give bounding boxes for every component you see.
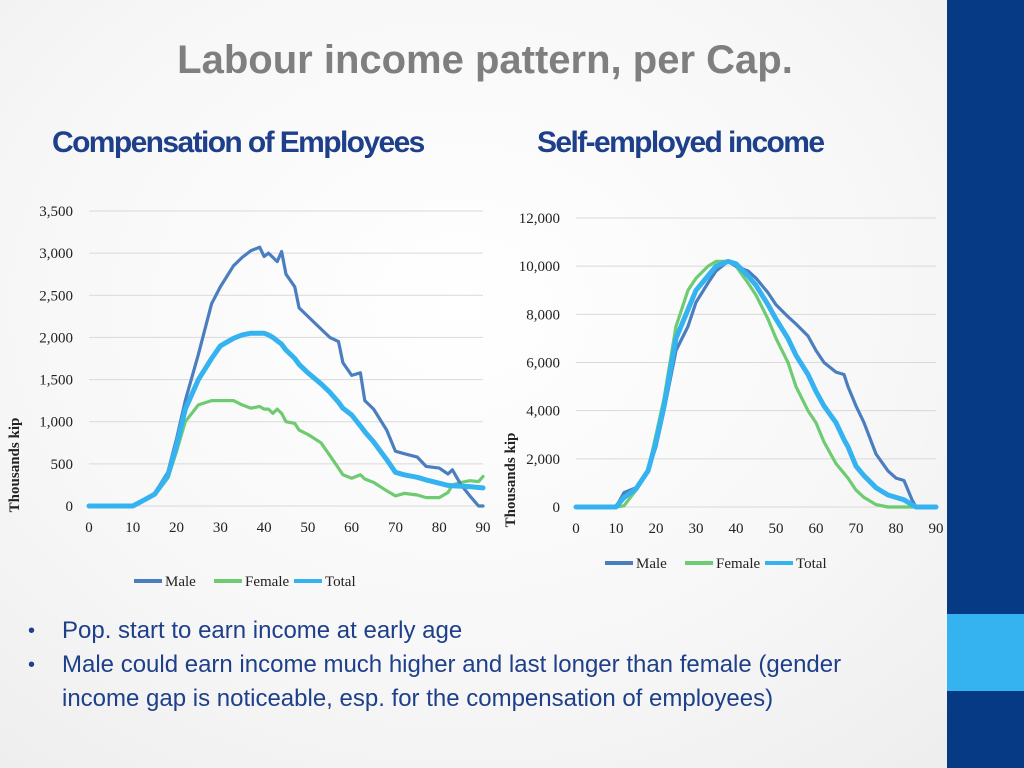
legend-label-female: Female bbox=[716, 556, 760, 572]
x-tick-label: 60 bbox=[809, 521, 824, 537]
y-tick-label: 12,000 bbox=[519, 211, 560, 227]
bullet-item: • Male could earn income much higher and … bbox=[28, 648, 908, 716]
series-line-total bbox=[573, 258, 939, 510]
legend-label-male: Male bbox=[636, 556, 667, 572]
bullet-text: Male could earn income much higher and l… bbox=[62, 651, 842, 712]
y-tick-label: 2,000 bbox=[39, 330, 73, 346]
y-tick-label: 4,000 bbox=[526, 404, 560, 420]
y-tick-label: 2,500 bbox=[39, 288, 73, 304]
bullet-dot-icon: • bbox=[28, 654, 36, 676]
x-tick-label: 0 bbox=[572, 521, 580, 537]
series-line-female bbox=[574, 259, 938, 509]
x-tick-label: 50 bbox=[769, 521, 784, 537]
legend-label-male: Male bbox=[165, 574, 196, 590]
x-tick-label: 40 bbox=[729, 521, 744, 537]
y-tick-label: 1,500 bbox=[39, 373, 73, 389]
x-tick-label: 90 bbox=[929, 521, 944, 537]
x-tick-label: 40 bbox=[257, 520, 272, 536]
chart-heading-compensation: Compensation of Employees bbox=[52, 126, 425, 159]
y-tick-label: 1,000 bbox=[39, 415, 73, 431]
y-tick-label: 500 bbox=[51, 457, 74, 473]
x-tick-label: 30 bbox=[213, 520, 228, 536]
x-tick-label: 70 bbox=[849, 521, 864, 537]
x-tick-label: 90 bbox=[476, 520, 491, 536]
x-tick-label: 20 bbox=[649, 521, 664, 537]
y-tick-label: 0 bbox=[553, 500, 561, 516]
series-line-female bbox=[87, 399, 485, 508]
legend-label-total: Total bbox=[796, 556, 827, 572]
x-tick-label: 80 bbox=[889, 521, 904, 537]
x-tick-label: 30 bbox=[689, 521, 704, 537]
y-tick-label: 0 bbox=[66, 499, 74, 515]
x-tick-label: 50 bbox=[300, 520, 315, 536]
y-tick-label: 2,000 bbox=[526, 452, 560, 468]
x-tick-label: 10 bbox=[609, 521, 624, 537]
slide-title: Labour income pattern, per Cap. bbox=[177, 38, 793, 82]
series-line-male bbox=[87, 245, 485, 508]
chart-heading-self-employed: Self-employed income bbox=[537, 126, 825, 159]
bullet-dot-icon: • bbox=[28, 620, 36, 642]
bullet-item: • Pop. start to earn income at early age bbox=[28, 614, 908, 648]
x-tick-label: 10 bbox=[125, 520, 140, 536]
x-tick-label: 60 bbox=[344, 520, 359, 536]
y-tick-label: 10,000 bbox=[519, 259, 560, 275]
x-tick-label: 0 bbox=[85, 520, 93, 536]
x-tick-label: 20 bbox=[169, 520, 184, 536]
y-axis-label: Thousands kip bbox=[503, 433, 519, 528]
y-tick-label: 6,000 bbox=[526, 356, 560, 372]
legend-label-total: Total bbox=[325, 574, 356, 590]
legend-label-female: Female bbox=[245, 574, 289, 590]
bullet-text: Pop. start to earn income at early age bbox=[62, 617, 463, 644]
bullet-list: • Pop. start to earn income at early age … bbox=[28, 614, 908, 716]
y-tick-label: 3,000 bbox=[39, 246, 73, 262]
x-tick-label: 70 bbox=[388, 520, 403, 536]
y-tick-label: 8,000 bbox=[526, 307, 560, 323]
series-line-total bbox=[86, 330, 486, 509]
y-axis-label: Thousands kip bbox=[7, 418, 23, 513]
sidebar-accent-block bbox=[947, 614, 1024, 691]
x-tick-label: 80 bbox=[432, 520, 447, 536]
y-tick-label: 3,500 bbox=[39, 204, 73, 220]
